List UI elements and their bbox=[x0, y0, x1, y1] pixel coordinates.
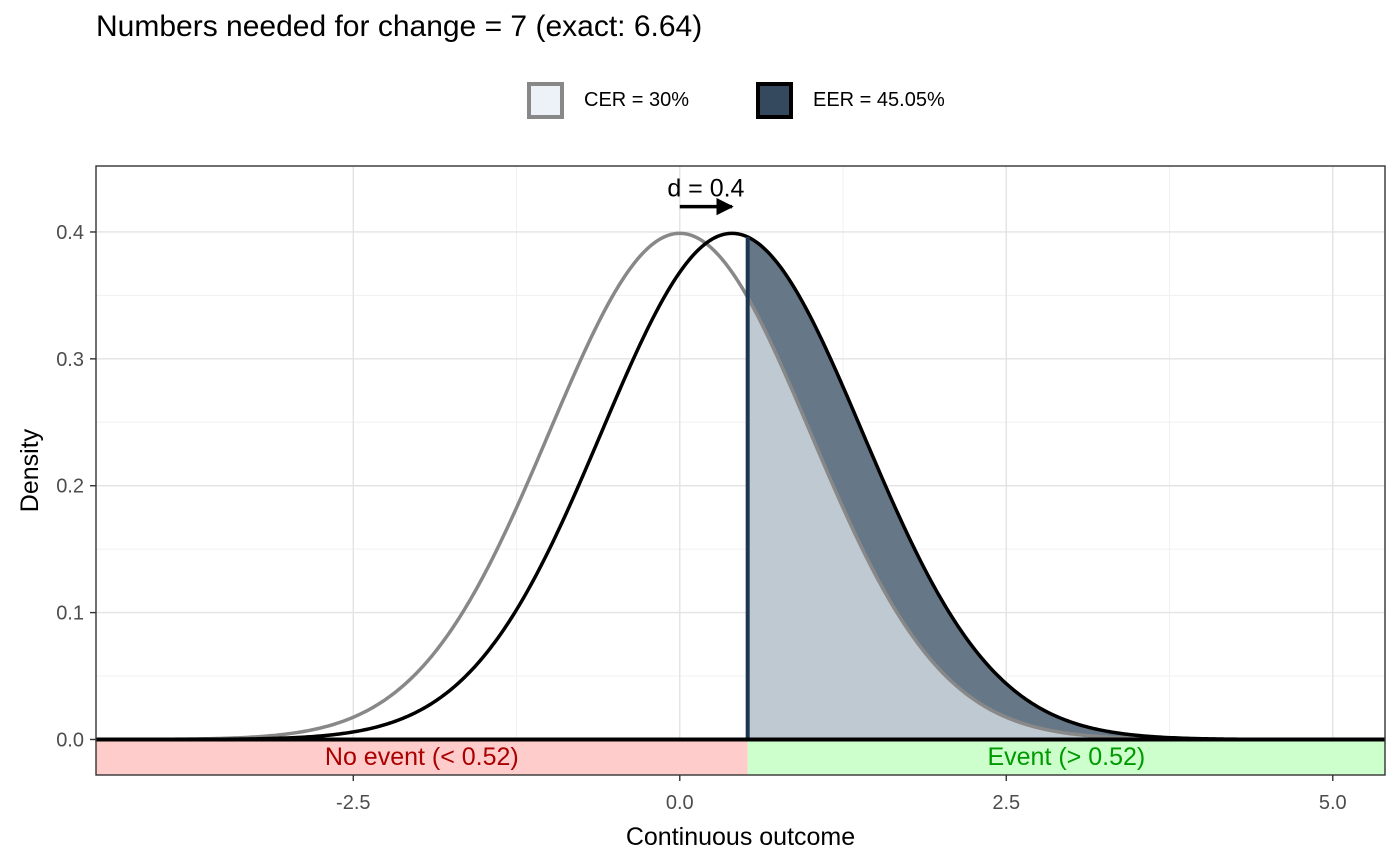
x-tick-label: -2.5 bbox=[336, 792, 370, 814]
x-tick-label: 2.5 bbox=[992, 792, 1020, 814]
event-band bbox=[747, 739, 1385, 775]
no-event-band bbox=[96, 739, 748, 775]
legend-key-cer bbox=[527, 81, 564, 119]
panel-border bbox=[95, 165, 1386, 776]
y-axis-title: Density bbox=[16, 428, 44, 512]
chart-title: Numbers needed for change = 7 (exact: 6.… bbox=[96, 10, 703, 43]
y-tick-label: 0.0 bbox=[56, 729, 84, 751]
legend-label-cer: CER = 30% bbox=[584, 88, 690, 111]
y-tick-label: 0.3 bbox=[56, 349, 84, 371]
event-label: Event (> 0.52) bbox=[987, 743, 1145, 771]
cer-tail-area bbox=[747, 297, 1385, 740]
plot-background bbox=[96, 166, 1385, 775]
legend-key-eer bbox=[756, 81, 793, 119]
legend-label-eer: EER = 45.05% bbox=[813, 88, 945, 111]
no-event-label: No event (< 0.52) bbox=[325, 743, 519, 771]
x-axis-title: Continuous outcome bbox=[626, 823, 855, 851]
y-tick-label: 0.4 bbox=[56, 222, 84, 244]
eer-density-line bbox=[96, 231, 1385, 742]
x-tick-label: 0.0 bbox=[666, 792, 694, 814]
effect-label: d = 0.4 bbox=[667, 175, 744, 203]
y-tick-label: 0.1 bbox=[56, 603, 84, 625]
cer-density-line bbox=[96, 231, 1385, 742]
legend-item-cer: CER = 30% bbox=[527, 79, 689, 121]
legend-item-eer: EER = 45.05% bbox=[756, 79, 945, 121]
eer-tail-area bbox=[747, 236, 1385, 740]
x-tick-label: 5.0 bbox=[1319, 792, 1347, 814]
y-tick-label: 0.2 bbox=[56, 476, 84, 498]
